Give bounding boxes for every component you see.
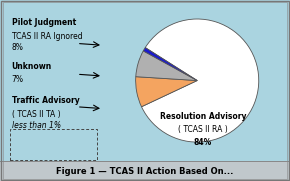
Wedge shape bbox=[136, 51, 197, 81]
FancyBboxPatch shape bbox=[0, 161, 290, 181]
Text: Figure 1 — TCAS II Action Based On...: Figure 1 — TCAS II Action Based On... bbox=[56, 167, 234, 176]
Text: 7%: 7% bbox=[12, 75, 23, 84]
Text: Unknown: Unknown bbox=[12, 62, 52, 71]
Text: 84%: 84% bbox=[194, 138, 212, 147]
Text: Pilot Judgment: Pilot Judgment bbox=[12, 18, 76, 27]
FancyBboxPatch shape bbox=[10, 129, 97, 160]
Wedge shape bbox=[142, 19, 259, 142]
Text: Based on 153
of 170 Reports: Based on 153 of 170 Reports bbox=[20, 135, 77, 156]
Wedge shape bbox=[143, 48, 197, 81]
Text: ( TCAS II RA ): ( TCAS II RA ) bbox=[178, 125, 228, 134]
Text: 8%: 8% bbox=[12, 43, 23, 52]
Wedge shape bbox=[136, 77, 197, 107]
Text: TCAS II RA Ignored: TCAS II RA Ignored bbox=[12, 32, 82, 41]
Text: ( TCAS II TA ): ( TCAS II TA ) bbox=[12, 110, 60, 119]
Text: less than 1%: less than 1% bbox=[12, 121, 61, 130]
Text: Traffic Advisory: Traffic Advisory bbox=[12, 96, 79, 105]
Text: Resolution Advisory: Resolution Advisory bbox=[160, 112, 246, 121]
